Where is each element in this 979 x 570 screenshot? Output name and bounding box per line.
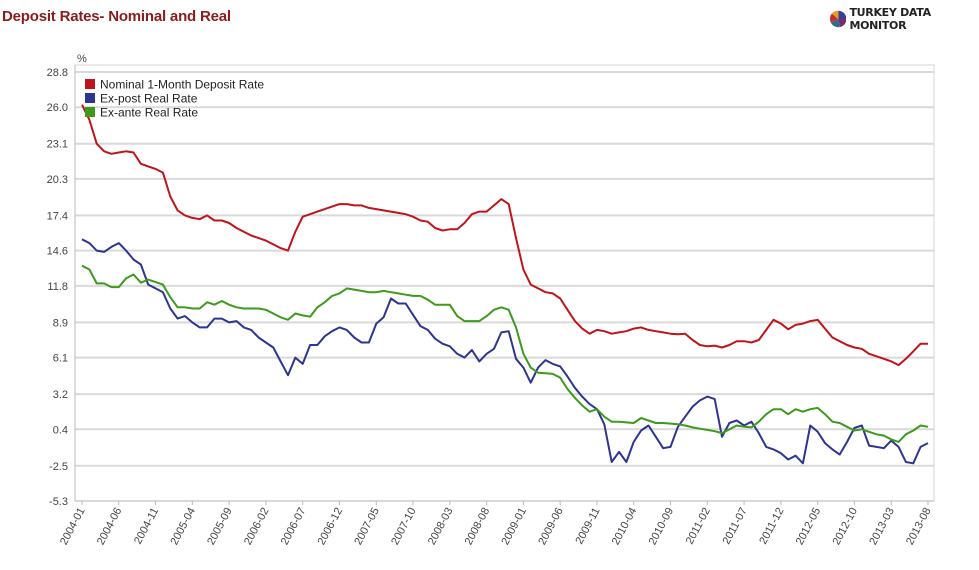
- series-line-2: [81, 264, 929, 443]
- chart-title: Deposit Rates- Nominal and Real: [2, 8, 231, 25]
- legend-swatch: [85, 93, 95, 103]
- x-tick-label: 2010-09: [647, 506, 677, 547]
- y-tick-label: 6.1: [53, 353, 68, 365]
- series-line-1: [81, 238, 929, 465]
- x-tick-label: 2009-01: [499, 506, 529, 547]
- y-axis-unit-label: %: [77, 53, 87, 65]
- legend-swatch: [85, 107, 95, 117]
- y-tick-label: 17.4: [47, 210, 68, 222]
- logo: TURKEY DATA MONITOR: [830, 6, 979, 32]
- x-tick-label: 2010-04: [610, 506, 640, 547]
- x-tick-label: 2004-06: [95, 506, 125, 547]
- x-tick-label: 2008-03: [426, 506, 456, 547]
- legend-label: Ex-ante Real Rate: [100, 106, 198, 120]
- y-tick-label: 11.8: [47, 281, 68, 293]
- x-tick-label: 2005-04: [168, 506, 198, 547]
- x-tick-label: 2006-12: [316, 506, 346, 547]
- x-tick-label: 2012-05: [794, 506, 824, 547]
- x-axis-ticks: 2004-01 2004-06 2004-11 2005-04 2005-09 2006-…: [58, 501, 934, 547]
- x-tick-label: 2007-10: [389, 506, 419, 547]
- y-tick-label: 8.9: [53, 317, 68, 329]
- x-tick-label: 2009-06: [536, 506, 566, 547]
- pie-chart-logo-icon: [830, 10, 847, 28]
- legend-label: Nominal 1-Month Deposit Rate: [100, 78, 264, 92]
- plot-area-border: [74, 64, 935, 502]
- y-tick-label: 23.1: [47, 139, 68, 151]
- y-tick-label: -2.5: [49, 461, 68, 473]
- x-tick-label: 2013-03: [867, 506, 897, 547]
- x-tick-label: 2009-11: [573, 506, 602, 547]
- logo-text: TURKEY DATA MONITOR: [849, 6, 931, 32]
- y-tick-label: 3.2: [53, 389, 68, 401]
- legend-item[interactable]: Ex-post Real Rate: [85, 92, 198, 106]
- x-tick-label: 2012-10: [831, 506, 861, 547]
- x-tick-label: 2011-02: [684, 506, 713, 547]
- series-line-0: [81, 104, 928, 367]
- legend-label: Ex-post Real Rate: [100, 92, 198, 106]
- x-tick-label: 2008-08: [463, 506, 493, 547]
- x-tick-label: 2004-01: [58, 506, 88, 547]
- x-tick-label: 2011-07: [721, 506, 750, 547]
- x-tick-label: 2007-05: [352, 506, 382, 547]
- x-tick-label: 2006-02: [242, 506, 272, 547]
- x-tick-label: 2011-12: [757, 506, 786, 547]
- series-lines: [81, 104, 929, 465]
- y-tick-label: 26.0: [47, 102, 68, 114]
- x-tick-label: 2006-07: [279, 506, 309, 547]
- y-tick-label: 0.4: [53, 424, 68, 436]
- y-tick-label: 28.8: [47, 67, 68, 79]
- y-tick-label: -5.3: [49, 496, 68, 508]
- legend-swatch: [85, 79, 95, 89]
- legend-item[interactable]: Nominal 1-Month Deposit Rate: [85, 78, 264, 92]
- x-tick-label: 2005-09: [205, 506, 235, 547]
- y-tick-label: 14.6: [47, 246, 68, 258]
- y-tick-label: 20.3: [47, 174, 68, 186]
- x-tick-label: 2004-11: [132, 506, 161, 547]
- y-axis-ticks: 28.8 26.0 23.1 20.3 17.4 14.6 11.8 8.9 6.1 3.2 0.4…: [47, 67, 68, 508]
- gridlines: [75, 71, 934, 502]
- x-tick-label: 2013-08: [904, 506, 934, 547]
- legend-item[interactable]: Ex-ante Real Rate: [85, 106, 198, 120]
